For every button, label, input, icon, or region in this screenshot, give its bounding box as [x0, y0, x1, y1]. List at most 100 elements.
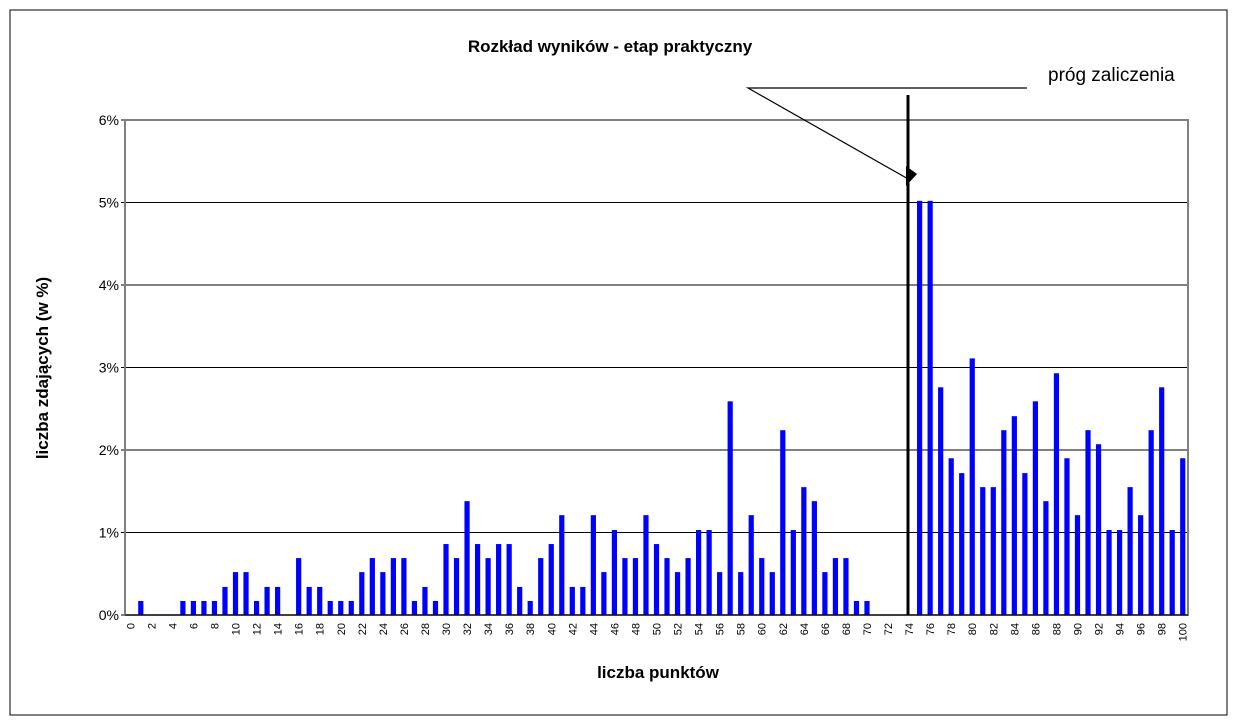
bar [296, 558, 302, 615]
x-tick-label: 58 [736, 623, 748, 635]
bar [306, 586, 312, 615]
bar [1032, 401, 1038, 615]
x-tick-label: 80 [967, 623, 979, 635]
x-tick-label: 12 [252, 623, 264, 635]
annotation: próg zaliczenia [1048, 65, 1175, 86]
bar [622, 558, 628, 615]
bar [506, 544, 512, 615]
bar [1064, 458, 1070, 615]
bar [601, 572, 607, 615]
x-tick-label: 96 [1136, 623, 1148, 635]
x-tick-label: 88 [1051, 623, 1063, 635]
bar [380, 572, 386, 615]
y-axis-label: liczba zdających (w %) [33, 277, 52, 459]
bar [190, 600, 197, 615]
x-tick-label: 18 [315, 623, 327, 635]
bar [548, 544, 554, 615]
x-tick-label: 14 [273, 623, 285, 635]
bar [611, 530, 618, 615]
bar [632, 558, 639, 615]
x-tick-label: 60 [757, 623, 769, 635]
annotation-arrow [745, 87, 1027, 181]
bar [1116, 530, 1123, 615]
bar [401, 558, 407, 615]
bar [1095, 444, 1102, 615]
bar [843, 558, 849, 615]
x-tick-label: 2 [146, 623, 158, 629]
x-tick-label: 56 [715, 623, 727, 635]
bar [243, 572, 249, 615]
bar [264, 586, 270, 615]
x-tick-label: 54 [694, 623, 706, 635]
bar [938, 387, 944, 615]
y-tick-label: 5% [99, 195, 119, 211]
bar [474, 544, 481, 615]
bar [1169, 530, 1175, 615]
bar [348, 600, 354, 615]
x-tick-label: 50 [652, 623, 664, 635]
bar [338, 600, 344, 615]
y-tick-label: 0% [99, 607, 119, 623]
x-tick-label: 28 [420, 623, 432, 635]
bar [1127, 487, 1133, 615]
x-tick-label: 26 [399, 623, 411, 635]
bar [390, 558, 396, 615]
bar [369, 558, 375, 615]
x-tick-label: 16 [294, 623, 306, 635]
bar [453, 558, 460, 615]
x-tick-label: 32 [462, 623, 474, 635]
x-tick-label: 36 [504, 623, 516, 635]
x-tick-label: 24 [378, 623, 390, 635]
bar [1148, 430, 1154, 615]
bar [275, 586, 281, 615]
bar [138, 600, 144, 615]
bar [211, 600, 218, 615]
bar [811, 501, 817, 615]
x-tick-label: 52 [673, 623, 685, 635]
bar [653, 544, 660, 615]
bar [411, 600, 418, 615]
bar [1053, 373, 1060, 615]
bar [790, 530, 796, 615]
x-tick-label: 0 [125, 623, 137, 629]
bar [832, 558, 839, 615]
bar [717, 572, 723, 615]
x-tick-label: 46 [609, 623, 621, 635]
x-tick-label: 64 [799, 623, 811, 635]
bar [1001, 430, 1007, 615]
x-tick-label: 6 [188, 623, 200, 629]
bar [253, 600, 260, 615]
bar [948, 458, 954, 615]
bar [695, 530, 702, 615]
x-tick-label: 94 [1115, 623, 1127, 635]
x-tick-label: 22 [357, 623, 369, 635]
y-tick-label: 6% [99, 112, 119, 128]
bar [432, 600, 439, 615]
y-tick-label: 4% [99, 277, 119, 293]
y-tick-label: 3% [99, 360, 119, 376]
bar [917, 200, 923, 615]
x-tick-label: 68 [841, 623, 853, 635]
bar [422, 586, 428, 615]
x-tick-label: 82 [988, 623, 1000, 635]
bar [359, 572, 365, 615]
bar [1085, 430, 1091, 615]
bar [1011, 416, 1017, 615]
x-tick-label: 20 [336, 623, 348, 635]
bar [727, 401, 733, 615]
x-axis-label: liczba punktów [597, 663, 720, 682]
bar [853, 600, 860, 615]
bar [1043, 501, 1049, 615]
chart-title: Rozkład wyników - etap praktyczny [468, 37, 753, 56]
bar [222, 586, 228, 615]
x-tick-label: 34 [483, 623, 495, 635]
bar [822, 572, 828, 615]
bar [232, 572, 239, 615]
x-tick-label: 98 [1157, 623, 1169, 635]
bar [738, 572, 744, 615]
x-tick-label: 62 [778, 623, 790, 635]
bar [990, 487, 996, 615]
bar [590, 515, 596, 615]
x-tick-label: 84 [1009, 623, 1021, 635]
